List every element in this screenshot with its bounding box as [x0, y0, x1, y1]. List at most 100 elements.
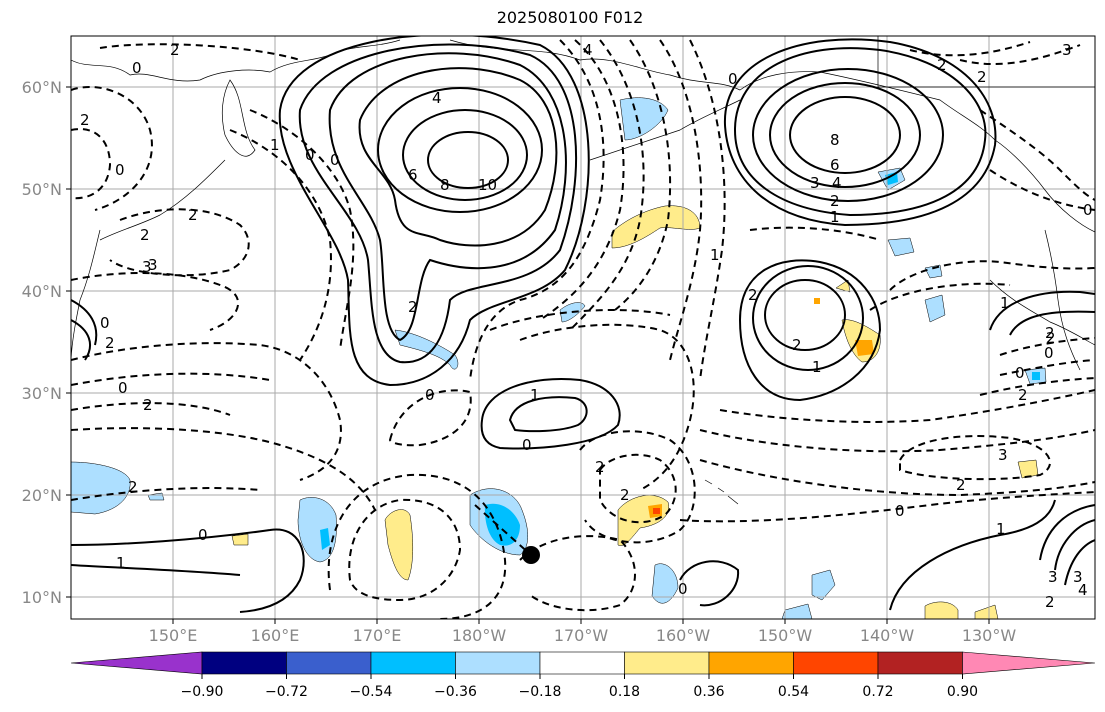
coastline-bc: [1044, 229, 1081, 371]
contour-label: 2: [748, 286, 758, 304]
contour-line: [99, 43, 301, 61]
lon-label: 170°W: [553, 626, 609, 645]
contour-line: [71, 528, 305, 613]
contour-label: 6: [830, 156, 840, 174]
contour-label: 2: [937, 56, 947, 74]
colorbar-tick-label: 0.36: [693, 684, 725, 700]
colorbar-segment: [793, 651, 879, 675]
contour-line: [1039, 504, 1095, 561]
colorbar-tick-label: −0.36: [434, 684, 477, 700]
contour-line: [71, 564, 241, 576]
contour-line: [979, 377, 1095, 396]
lat-label: 10°N: [21, 588, 62, 607]
lon-label: 130°W: [961, 626, 1017, 645]
contour-line: [519, 323, 695, 491]
contour-label: 4: [1078, 581, 1088, 599]
colorbar-segment: [539, 651, 625, 675]
contour-label: 3: [1048, 568, 1058, 586]
contour-line: [71, 372, 271, 386]
contour-line: [71, 319, 91, 361]
contour-label: 0: [1015, 364, 1025, 382]
contour-label: 3: [810, 174, 820, 192]
shade-yellow-patch: [974, 604, 999, 619]
contour-label: 8: [830, 131, 840, 149]
contour-label: 2: [1045, 324, 1055, 342]
map-frame: [70, 35, 1096, 620]
contour-line: [889, 499, 1056, 611]
contour-line: [278, 36, 590, 387]
contour-line: [377, 87, 543, 213]
contour-label: 2: [408, 298, 418, 316]
shade-blue-patch: [619, 97, 669, 141]
contour-label: 2: [80, 111, 90, 129]
contour-line: [899, 435, 1051, 481]
contour-label: 0: [728, 70, 738, 88]
contour-label: 1: [996, 520, 1006, 538]
colorbar-tick-label: −0.72: [265, 684, 308, 700]
contour-line: [469, 39, 605, 381]
contour-label: 0: [118, 379, 128, 397]
contour-label: 2: [956, 476, 966, 494]
contour-line: [999, 359, 1095, 376]
colorbar: [70, 651, 1096, 679]
shade-yellow-patch: [835, 279, 851, 293]
contour-label: 2: [128, 478, 138, 496]
graticule: [71, 36, 1095, 619]
shade-blue-patch: [924, 294, 946, 323]
lat-label: 50°N: [21, 180, 62, 199]
shade-blue-patch: [887, 237, 915, 257]
shade-cyan-patch: [1032, 372, 1040, 380]
contour-label: 1: [1000, 294, 1010, 312]
coastline-aleutians: [589, 99, 741, 161]
colorbar-segment: [370, 651, 456, 675]
coastline-gulf-alaska: [819, 71, 1095, 233]
contour-line: [723, 38, 997, 227]
contour-label: 0: [132, 59, 142, 77]
contour-line: [719, 389, 1095, 423]
contour-labels: 2 0 4 2 0 2 0 2 3 4 6 8 10 0 0 1 2 3 0 2…: [80, 41, 1093, 611]
negative-contours: [71, 39, 1095, 619]
colorbar-segment: [624, 651, 710, 675]
shade-yellow-patch: [924, 601, 959, 619]
lon-label: 150°E: [148, 626, 198, 645]
contour-label: 2: [105, 334, 115, 352]
colorbar-segment: [455, 651, 541, 675]
coastline-alaska: [449, 39, 821, 91]
shade-blue-patch: [147, 492, 165, 501]
contour-label: 0: [100, 314, 110, 332]
contour-line: [298, 43, 577, 364]
contour-label: 10: [478, 176, 497, 194]
colorbar-tick-label: 0.72: [862, 684, 894, 700]
contour-label: 0: [678, 580, 688, 598]
contour-label: 4: [832, 174, 842, 192]
contour-line: [71, 342, 342, 481]
contour-label: 1: [710, 246, 720, 264]
colorbar-tick-label: 0.18: [608, 684, 641, 700]
shade-yellow-patch: [1017, 459, 1039, 479]
shaded-field: [71, 36, 1095, 619]
contour-line: [999, 337, 1095, 356]
shade-yellow-patch: [611, 205, 701, 249]
contour-line: [769, 82, 921, 188]
contour-line: [699, 429, 1095, 453]
colorbar-tick-label: −0.90: [180, 684, 224, 700]
contour-label: 2: [977, 68, 987, 86]
contour-label: 4: [583, 41, 593, 59]
contour-label: 0: [522, 436, 532, 454]
lon-label: 160°E: [250, 626, 300, 645]
contour-label: 0: [330, 151, 340, 169]
contour-line: [348, 498, 462, 602]
coastline-asia: [71, 39, 401, 82]
contour-line: [569, 39, 645, 331]
contour-label: 2: [188, 206, 198, 224]
contour-line: [71, 427, 376, 511]
contour-label: 2: [140, 226, 150, 244]
colorbar-segment: [708, 651, 794, 675]
contour-label: 0: [198, 526, 208, 544]
contour-line: [749, 226, 881, 241]
contour-line: [480, 378, 621, 450]
contour-line: [249, 109, 355, 351]
contour-line: [579, 430, 696, 544]
contour-label: 3: [1062, 41, 1072, 59]
